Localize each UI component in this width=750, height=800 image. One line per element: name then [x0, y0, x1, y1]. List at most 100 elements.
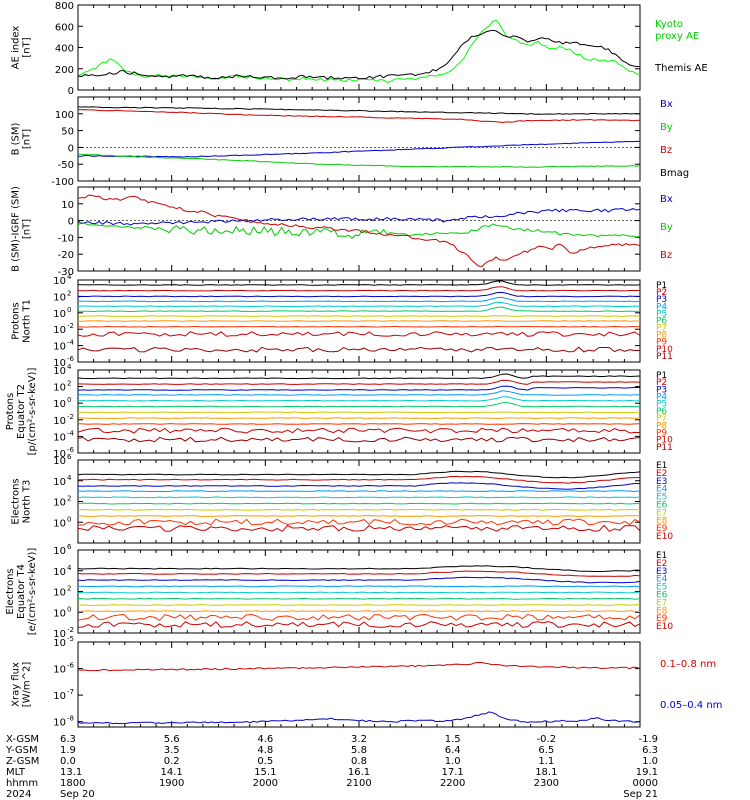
y-tick-label: 10 [61, 200, 74, 211]
y-tick-exponent: 0 [67, 605, 71, 613]
channel-label: P7 [656, 324, 667, 334]
y-axis-title: Electrons [5, 568, 16, 614]
channel-label: P3 [656, 385, 667, 395]
channel-line-p7 [77, 315, 641, 317]
channel-line-p5 [77, 396, 641, 402]
panel-frame [77, 549, 641, 634]
channel-line-p9 [77, 325, 641, 328]
y-tick-label: 10 [53, 366, 66, 377]
y-axis-title: [e/(cm²-s-sr-keV)] [27, 548, 38, 636]
y-tick-exponent: 4 [67, 564, 72, 572]
y-axis-title: Protons [11, 302, 22, 339]
y-tick-exponent: -8 [67, 715, 74, 723]
y-tick-label: 10 [53, 292, 66, 303]
channel-line-e8 [77, 515, 640, 517]
channel-line-e6 [77, 597, 641, 600]
axis-row-value: 17.1 [442, 767, 464, 778]
axis-row-value: 16.1 [348, 767, 370, 778]
y-tick-label: 800 [55, 1, 74, 12]
y-tick-label: 10 [53, 629, 66, 640]
y-tick-label: 10 [53, 498, 66, 509]
channel-line-p5 [77, 301, 641, 308]
channel-line-e1 [77, 565, 641, 572]
y-tick-label: -100 [51, 177, 74, 188]
axis-row-value: 13.1 [60, 767, 82, 778]
channel-line-e3 [77, 482, 641, 490]
y-tick-exponent: 2 [67, 495, 71, 503]
y-tick-exponent: -6 [67, 446, 75, 454]
legend-label: By [660, 222, 673, 233]
channel-label: E10 [656, 532, 673, 542]
y-axis-title: [p/(cm²-s-sr-keV)] [27, 368, 38, 456]
legend-label: By [660, 122, 673, 133]
channel-label: P9 [656, 428, 667, 438]
channel-label: P10 [656, 345, 673, 355]
axis-row-label: 2024 [6, 789, 31, 800]
axis-row-value: 4.6 [257, 734, 273, 745]
channel-label: P8 [656, 421, 667, 431]
series-line-kyoto-proxy-ae [77, 19, 641, 83]
y-tick-label: 600 [55, 22, 74, 33]
channel-line-p3 [77, 385, 640, 391]
axis-row-value: 2200 [440, 778, 465, 789]
y-tick-exponent: -2 [67, 626, 74, 634]
y-axis-title: [nT] [22, 37, 33, 57]
channel-label: E6 [656, 591, 668, 601]
series-line-bx [77, 207, 641, 226]
axis-row-value: 19.1 [636, 767, 658, 778]
channel-line-e1 [77, 470, 641, 479]
channel-label: P3 [656, 295, 667, 305]
axis-row-value: 0.2 [164, 756, 180, 767]
axis-row-value: 1.0 [445, 756, 461, 767]
channel-line-e4 [77, 585, 641, 588]
series-line-by [77, 222, 641, 239]
y-axis-title: B (SM)-IGRF (SM) [11, 186, 22, 272]
channel-label: P5 [656, 400, 667, 410]
legend-label: 0.1–0.8 nm [660, 659, 716, 670]
y-tick-label: 0 [68, 86, 74, 97]
channel-line-p8 [77, 417, 641, 419]
channel-line-e10 [77, 524, 641, 532]
channel-label: P2 [656, 288, 667, 298]
y-tick-label: 10 [53, 477, 66, 488]
y-tick-exponent: -4 [67, 429, 75, 437]
channel-line-e10 [77, 621, 641, 628]
y-tick-label: 200 [55, 65, 74, 76]
channel-label: E6 [656, 501, 668, 511]
series-line-0-1-0-8-nm [77, 662, 641, 672]
legend-label: Bx [660, 99, 673, 110]
channel-label: E1 [656, 461, 667, 471]
panel-frame [77, 641, 641, 728]
channel-line-p4 [77, 390, 641, 396]
axis-row-value: 1800 [60, 778, 85, 789]
y-tick-label: 10 [53, 638, 66, 649]
y-axis-title: North T1 [22, 299, 33, 343]
channel-line-p6 [77, 306, 640, 313]
channel-line-p9 [77, 423, 641, 425]
y-tick-label: -20 [58, 250, 74, 261]
axis-row-value: 5.6 [164, 734, 180, 745]
y-axis-title: Equator T2 [16, 384, 27, 439]
channel-label: E9 [656, 614, 668, 624]
legend-label: Bmag [660, 168, 689, 179]
axis-row-value: 0.0 [60, 756, 76, 767]
axis-row-value: 5.8 [351, 745, 367, 756]
legend-label: 0.05–0.4 nm [660, 700, 722, 711]
axis-row-label: Y-GSM [5, 745, 38, 756]
channel-line-p4 [77, 296, 641, 303]
channel-label: P11 [656, 352, 673, 362]
series-line-by [77, 153, 641, 168]
y-tick-label: 10 [53, 449, 66, 460]
legend-label: Themis AE [654, 63, 708, 74]
axis-row-value: -0.2 [537, 734, 557, 745]
channel-line-e2 [77, 475, 641, 484]
legend-label: Kyoto [655, 19, 683, 30]
y-tick-label: 10 [53, 546, 66, 557]
channel-label: E3 [656, 567, 667, 577]
y-tick-label: 10 [53, 665, 66, 676]
channel-line-e5 [77, 496, 641, 499]
y-tick-label: 10 [53, 399, 66, 410]
